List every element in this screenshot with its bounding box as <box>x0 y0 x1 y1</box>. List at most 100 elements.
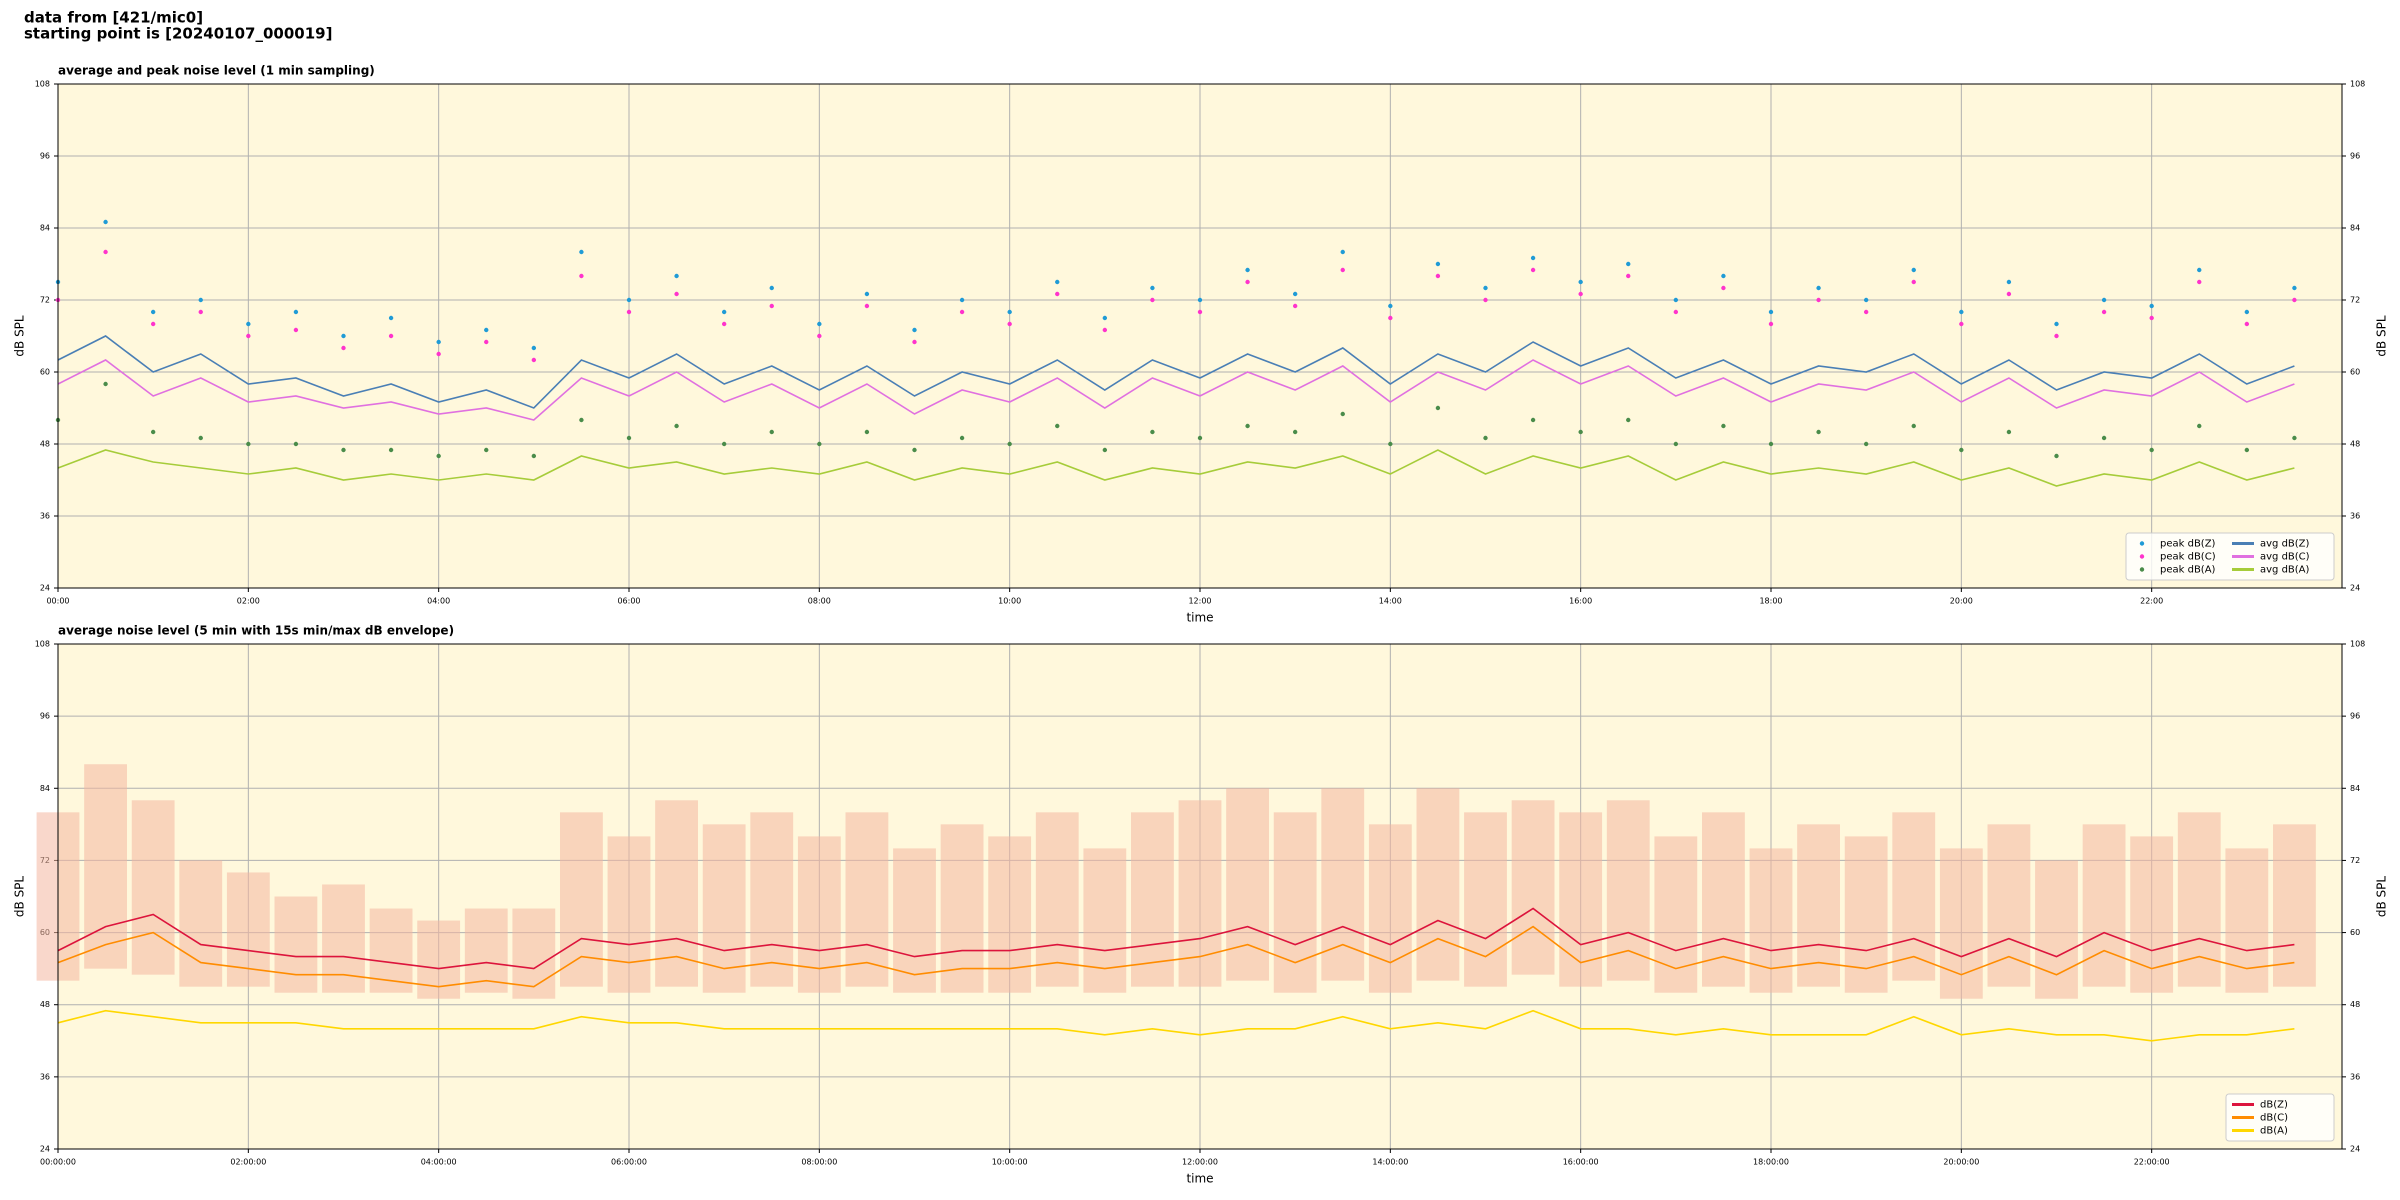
envelope-band <box>2177 812 2221 987</box>
peak-point <box>2197 279 2202 285</box>
x-tick-label: 02:00:00 <box>230 1158 266 1167</box>
peak-point <box>1007 321 1012 327</box>
peak-point <box>721 441 727 447</box>
x-tick-label: 02:00 <box>237 597 260 606</box>
peak-point <box>1959 321 1964 327</box>
peak-point <box>246 321 251 327</box>
peak-point <box>293 309 299 315</box>
y-axis-label-right: dB SPL <box>2375 876 2389 918</box>
peak-point <box>2244 447 2250 453</box>
peak-point <box>150 429 156 435</box>
peak-point <box>864 429 870 435</box>
peak-point <box>1197 297 1203 303</box>
legend-label: peak dB(A) <box>2160 565 2216 576</box>
y-tick-label-right: 24 <box>2350 1145 2360 1154</box>
peak-point <box>293 327 299 333</box>
peak-point <box>864 303 870 309</box>
peak-point <box>388 315 394 321</box>
peak-point <box>1673 297 1679 303</box>
peak-point <box>246 441 251 447</box>
envelope-band <box>1654 836 1698 993</box>
peak-point <box>1959 447 1964 453</box>
envelope-band <box>1178 800 1222 987</box>
peak-point <box>674 273 679 279</box>
y-tick-label-right: 84 <box>2350 784 2360 793</box>
y-tick-label-right: 24 <box>2350 584 2360 593</box>
peak-point <box>817 321 822 327</box>
envelope-band <box>940 824 984 993</box>
x-tick-label: 12:00 <box>1188 597 1211 606</box>
legend-label: avg dB(A) <box>2260 565 2310 576</box>
peak-point <box>1578 429 1583 435</box>
envelope-band <box>607 836 651 993</box>
peak-point <box>1816 297 1821 303</box>
peak-point <box>817 333 822 339</box>
peak-point <box>912 339 917 345</box>
x-tick-label: 22:00 <box>2140 597 2163 606</box>
peak-point <box>1483 297 1488 303</box>
peak-point <box>436 351 441 357</box>
y-tick-label: 108 <box>35 80 50 89</box>
peak-point <box>1483 435 1488 441</box>
plot-frame <box>57 643 2343 1150</box>
peak-point <box>1197 309 1203 315</box>
peak-point <box>2292 297 2297 303</box>
y-tick-label-right: 36 <box>2350 512 2360 521</box>
x-tick-label: 18:00:00 <box>1753 1158 1789 1167</box>
peak-point <box>150 321 156 327</box>
x-axis-label: time <box>1186 1172 1213 1186</box>
peak-point <box>721 321 727 327</box>
peak-point <box>1292 303 1298 309</box>
series-line <box>57 335 2295 409</box>
peak-point <box>1007 309 1012 315</box>
peak-point <box>2006 279 2012 285</box>
y-tick-label-right: 48 <box>2350 1000 2360 1009</box>
peak-point <box>1055 291 1060 297</box>
peak-point <box>912 327 917 333</box>
peak-point <box>1340 267 1345 273</box>
envelope-band <box>1368 824 1412 993</box>
peak-point <box>1959 309 1964 315</box>
peak-point <box>1768 441 1774 447</box>
y-tick-label: 96 <box>40 152 50 161</box>
y-tick-label: 24 <box>40 584 50 593</box>
peak-point <box>198 297 203 303</box>
peak-point <box>1292 429 1298 435</box>
x-tick-label: 08:00 <box>808 597 831 606</box>
legend-label: peak dB(Z) <box>2160 539 2216 550</box>
envelope-band <box>1749 848 1793 993</box>
peak-point <box>626 297 632 303</box>
peak-point <box>674 423 679 429</box>
peak-point <box>2292 285 2297 291</box>
peak-point <box>150 309 156 315</box>
envelope-band <box>512 908 556 999</box>
peak-point <box>103 219 108 225</box>
peak-point <box>579 417 584 423</box>
x-tick-label: 00:00 <box>46 597 69 606</box>
envelope-band <box>2082 824 2126 987</box>
legend-label: avg dB(C) <box>2260 552 2310 563</box>
peak-point <box>626 309 632 315</box>
peak-point <box>436 339 441 345</box>
y-tick-label: 48 <box>40 1000 50 1009</box>
y-tick-label-right: 96 <box>2350 712 2360 721</box>
y-tick-label-right: 108 <box>2350 640 2365 649</box>
peak-point <box>484 327 489 333</box>
envelope-band <box>2225 848 2269 993</box>
envelope-band <box>1511 800 1555 975</box>
peak-point <box>2244 309 2250 315</box>
peak-point <box>2054 333 2059 339</box>
peak-point <box>246 333 251 339</box>
legend-marker <box>2139 541 2145 546</box>
envelope-band <box>2273 824 2316 987</box>
peak-point <box>1626 417 1631 423</box>
peak-point <box>1816 285 1821 291</box>
peak-point <box>1435 273 1441 279</box>
y-tick-label: 60 <box>40 368 50 377</box>
envelope-band <box>560 812 603 987</box>
peak-point <box>1388 303 1393 309</box>
peak-point <box>1863 297 1869 303</box>
y-axis-label: dB SPL <box>13 876 27 918</box>
envelope-band <box>1416 788 1460 981</box>
